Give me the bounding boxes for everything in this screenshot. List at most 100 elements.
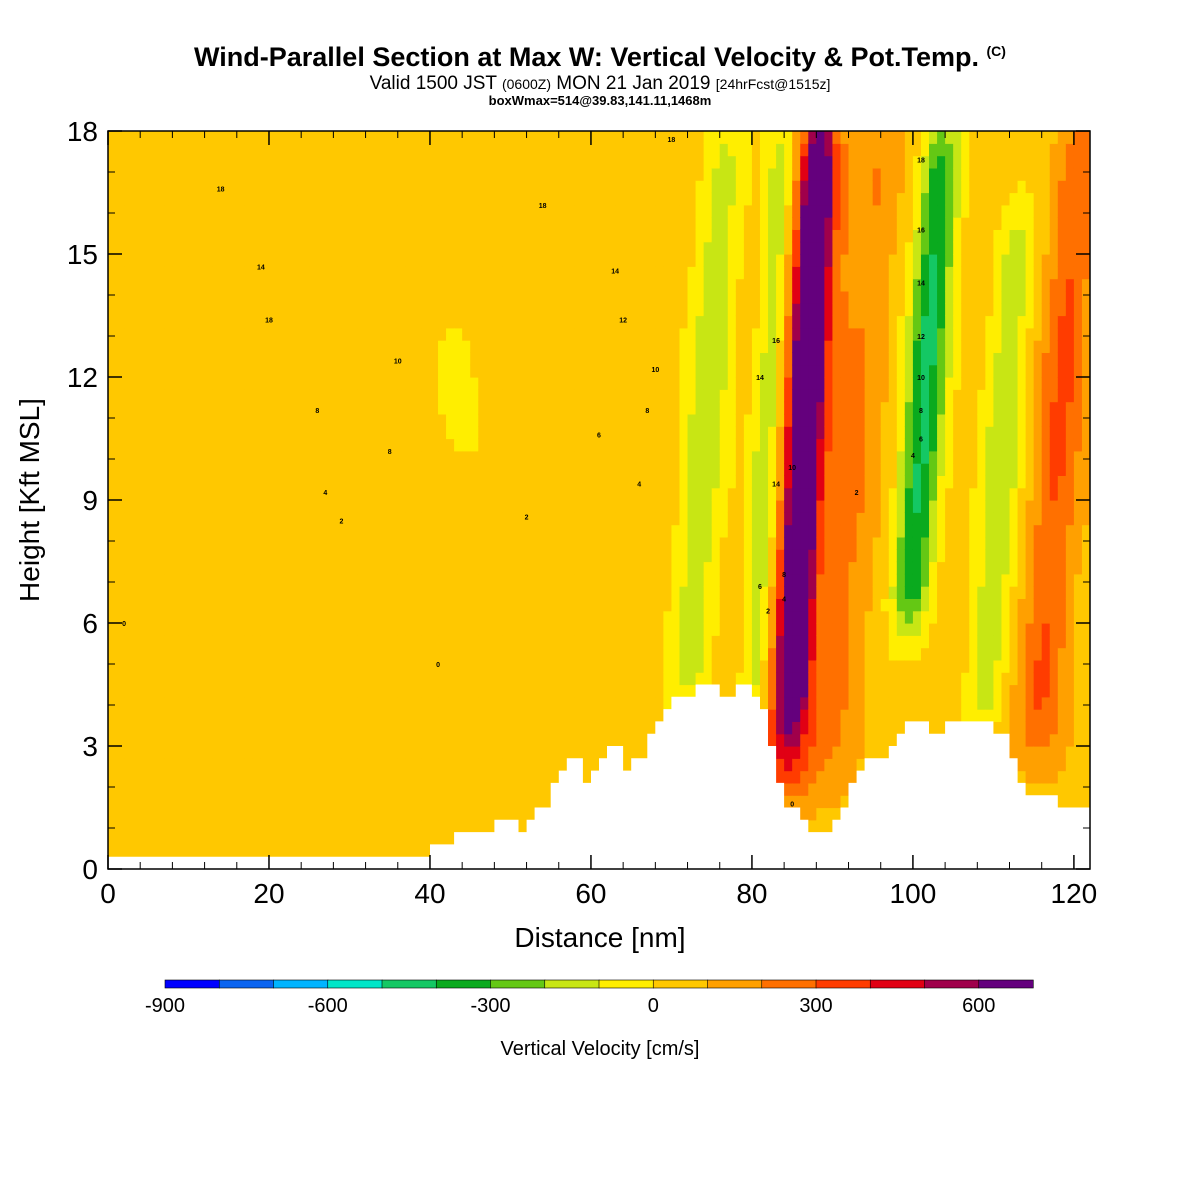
velocity-cell [438,229,447,243]
velocity-cell [188,610,198,624]
velocity-cell [188,635,198,649]
velocity-cell [140,475,149,489]
velocity-cell [494,352,504,366]
velocity-cell [405,709,415,722]
velocity-cell [615,647,624,661]
velocity-cell [236,377,246,390]
velocity-cell [148,143,157,157]
velocity-cell [204,217,214,230]
velocity-cell [454,340,463,353]
velocity-cell [759,192,769,206]
velocity-cell [695,487,705,501]
velocity-cell [743,364,753,378]
velocity-cell [647,635,656,649]
velocity-cell [148,647,157,661]
velocity-cell [293,143,302,157]
velocity-cell [429,475,439,489]
velocity-cell [502,389,512,403]
velocity-cell [671,241,681,255]
velocity-cell [526,155,536,169]
velocity-cell [381,241,391,255]
velocity-cell [615,254,624,267]
velocity-cell [349,463,359,476]
velocity-cell [438,217,447,230]
velocity-cell [486,340,495,353]
velocity-cell [252,549,262,563]
velocity-cell [438,426,447,440]
velocity-cell [574,229,584,243]
velocity-cell [582,524,592,538]
velocity-cell [623,561,632,575]
velocity-cell [228,438,238,452]
velocity-cell [309,364,318,378]
velocity-cell [518,389,528,403]
velocity-cell [164,696,173,710]
velocity-cell [462,315,471,329]
velocity-cell [446,377,455,390]
velocity-cell [631,377,640,390]
velocity-cell [574,167,584,181]
velocity-cell [397,131,407,144]
velocity-cell [550,696,560,710]
velocity-cell [486,401,495,415]
velocity-cell [599,167,608,181]
velocity-cell [357,561,367,575]
velocity-cell [389,770,399,784]
velocity-cell [526,303,536,317]
velocity-cell [252,758,262,772]
velocity-cell [687,315,697,329]
velocity-cell [188,475,198,489]
velocity-cell [671,352,681,366]
velocity-cell [703,610,713,624]
velocity-cell [397,500,407,513]
velocity-cell [768,180,777,194]
velocity-cell [301,586,310,599]
velocity-cell [164,426,173,440]
velocity-cell [671,500,681,513]
velocity-cell [172,463,182,476]
velocity-cell [462,204,471,218]
velocity-cell [623,696,632,710]
velocity-cell [438,340,447,353]
velocity-cell [478,278,487,292]
velocity-cell [244,229,254,243]
velocity-cell [438,315,447,329]
velocity-cell [236,413,246,427]
velocity-cell [373,549,383,563]
velocity-cell [639,364,648,378]
velocity-cell [260,807,270,821]
velocity-cell [711,278,721,292]
velocity-cell [526,598,536,612]
velocity-cell [220,586,230,599]
velocity-cell [244,795,254,809]
velocity-cell [639,167,648,181]
velocity-cell [148,696,157,710]
velocity-cell [188,721,198,735]
velocity-cell [438,832,447,845]
velocity-cell [438,696,447,710]
velocity-cell [156,549,165,563]
velocity-cell [454,536,463,550]
velocity-cell [566,315,576,329]
velocity-cell [365,487,375,501]
velocity-cell [365,192,375,206]
velocity-cell [663,254,673,267]
velocity-cell [252,696,262,710]
velocity-cell [542,746,552,759]
velocity-cell [301,782,310,796]
velocity-cell [558,266,568,280]
velocity-cell [590,475,600,489]
velocity-cell [526,254,536,267]
velocity-cell [268,709,278,722]
velocity-cell [679,217,689,230]
velocity-cell [446,500,455,513]
velocity-cell [357,672,367,686]
velocity-cell [156,143,165,157]
velocity-cell [631,684,640,698]
velocity-cell [582,746,592,759]
velocity-cell [510,364,520,378]
velocity-cell [397,290,407,304]
velocity-cell [558,696,568,710]
velocity-cell [711,475,721,489]
velocity-cell [381,635,391,649]
